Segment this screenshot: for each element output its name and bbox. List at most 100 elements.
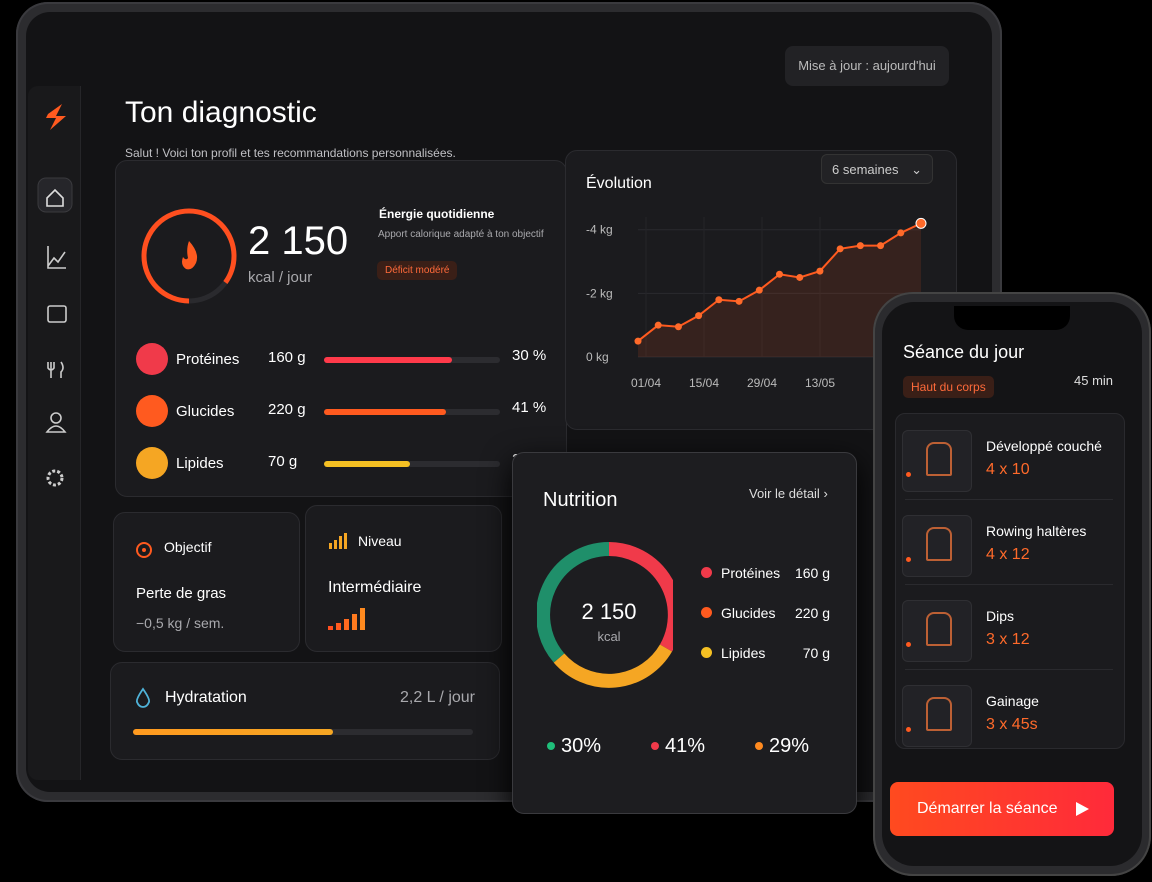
percent-value: 30% bbox=[561, 735, 602, 757]
x-tick-label: 29/04 bbox=[747, 376, 777, 390]
percent-dot bbox=[651, 742, 659, 750]
macro-fill bbox=[324, 461, 410, 467]
start-button[interactable]: Démarrer la séance bbox=[890, 782, 1114, 836]
nav-home[interactable] bbox=[37, 177, 73, 213]
hydration-label: Hydratation bbox=[165, 689, 247, 706]
exercise-figure bbox=[926, 527, 952, 561]
macro-amount: 160 g bbox=[268, 349, 306, 366]
period-select[interactable]: 6 semaines ⌄ bbox=[821, 154, 933, 184]
macro-amount: 220 g bbox=[268, 401, 306, 418]
evolution-point bbox=[877, 242, 885, 250]
energy-card: 2 150 kcal / jour Énergie quotidienne Ap… bbox=[115, 160, 567, 497]
exercise-sets: 3 x 45s bbox=[986, 716, 1038, 733]
phone-duration: 45 min bbox=[1074, 373, 1114, 388]
percent-value: 29% bbox=[769, 735, 810, 757]
nutrition-unit: kcal bbox=[597, 629, 621, 644]
exercise-thumb bbox=[902, 685, 972, 747]
nav-food[interactable] bbox=[47, 361, 64, 378]
legend-name: Protéines bbox=[721, 565, 781, 581]
period-label: 6 semaines bbox=[832, 162, 899, 177]
percent-dot bbox=[755, 742, 763, 750]
hydration-card: Hydratation 2,2 L / jour bbox=[110, 662, 500, 760]
phone-tag: Haut du corps bbox=[903, 376, 994, 398]
goal-value: Perte de gras bbox=[136, 585, 227, 602]
evolution-point bbox=[816, 267, 824, 275]
sidebar bbox=[28, 86, 81, 780]
evolution-area bbox=[638, 223, 921, 357]
evolution-point bbox=[654, 321, 662, 329]
nav-calendar[interactable] bbox=[47, 305, 67, 323]
phone-notch bbox=[954, 306, 1070, 330]
evolution-point bbox=[674, 323, 682, 331]
energy-description: Apport calorique adapté à ton objectif bbox=[378, 229, 544, 240]
percent-value: 41% bbox=[665, 735, 706, 757]
energy-value: 2 150 bbox=[248, 219, 349, 263]
evolution-point bbox=[735, 297, 743, 305]
exercise-name: Rowing haltères bbox=[986, 523, 1087, 539]
logo bbox=[46, 104, 66, 130]
evolution-point bbox=[796, 273, 804, 281]
evolution-point bbox=[634, 337, 642, 345]
macro-icon bbox=[136, 395, 168, 427]
nutrition-title: Nutrition bbox=[543, 489, 618, 511]
macro-icon bbox=[136, 343, 168, 375]
evolution-point bbox=[755, 286, 763, 294]
evolution-point bbox=[915, 217, 927, 229]
nutrition-link[interactable]: Voir le détail › bbox=[749, 486, 828, 501]
legend-dot bbox=[701, 647, 712, 658]
exercise-thumb bbox=[902, 430, 972, 492]
exercise-name: Gainage bbox=[986, 693, 1039, 709]
link-text: Voir le détail bbox=[749, 486, 820, 501]
nav-settings[interactable] bbox=[46, 469, 64, 487]
macro-fill bbox=[324, 409, 446, 415]
separator bbox=[905, 499, 1113, 500]
goal-icon bbox=[136, 542, 152, 558]
sidebar-icons bbox=[37, 104, 73, 487]
nutrition-donut bbox=[537, 542, 673, 688]
hydration-value: 2,2 L / jour bbox=[399, 689, 475, 706]
exercise-name: Développé couché bbox=[986, 438, 1102, 454]
goal-label: Objectif bbox=[164, 539, 212, 555]
title: Ton diagnostic bbox=[125, 96, 317, 129]
legend-amount: 70 g bbox=[802, 645, 830, 661]
macro-name: Glucides bbox=[176, 403, 235, 420]
subtitle: Salut ! Voici ton profil et tes recomman… bbox=[125, 146, 456, 160]
x-tick-label: 13/05 bbox=[805, 376, 835, 390]
macro-fill bbox=[324, 357, 452, 363]
evolution-point bbox=[836, 245, 844, 253]
play-icon bbox=[1076, 802, 1089, 816]
energy-badge: Déficit modéré bbox=[377, 261, 458, 280]
macro-icon bbox=[136, 447, 168, 479]
y-tick-label: 0 kg bbox=[586, 350, 609, 364]
exercise-figure bbox=[926, 697, 952, 731]
exercise-figure bbox=[926, 612, 952, 646]
exercise-sets: 3 x 12 bbox=[986, 631, 1030, 648]
legend-dot bbox=[701, 567, 712, 578]
exercise-thumb bbox=[902, 600, 972, 662]
home-icon bbox=[46, 188, 64, 207]
exercise-dot bbox=[906, 557, 911, 562]
start-label: Démarrer la séance bbox=[917, 800, 1058, 817]
y-tick-label: -2 kg bbox=[586, 286, 613, 300]
macro-amount: 70 g bbox=[268, 453, 298, 470]
level-bars bbox=[328, 608, 365, 630]
level-value: Intermédiaire bbox=[328, 579, 422, 596]
nav-stats[interactable] bbox=[47, 246, 66, 269]
evolution-chart: -4 kg -2 kg 0 kg 01/04 15/04 29/04 13/05 bbox=[586, 217, 927, 390]
evolution-point bbox=[856, 242, 864, 250]
update-badge: Mise à jour : aujourd'hui bbox=[785, 46, 949, 86]
exercise-dot bbox=[906, 642, 911, 647]
separator bbox=[905, 669, 1113, 670]
y-tick-label: -4 kg bbox=[586, 223, 613, 237]
nav-profile[interactable] bbox=[45, 412, 67, 433]
phone-title: Séance du jour bbox=[903, 342, 1025, 362]
level-label: Niveau bbox=[358, 533, 402, 549]
macro-percent: 41 % bbox=[512, 399, 547, 416]
legend-amount: 220 g bbox=[794, 605, 830, 621]
macro-name: Lipides bbox=[176, 455, 224, 472]
goal-rate: −0,5 kg / sem. bbox=[136, 615, 225, 631]
legend-amount: 160 g bbox=[794, 565, 830, 581]
legend-name: Glucides bbox=[721, 605, 776, 621]
